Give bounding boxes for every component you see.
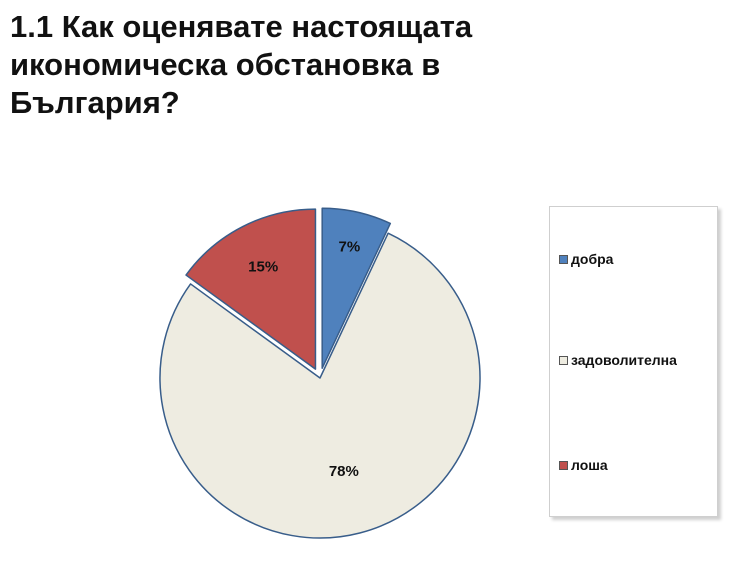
legend-item-losha: лоша xyxy=(559,457,608,473)
page-title: 1.1 Как оценявате настоящата икономическ… xyxy=(10,9,473,120)
legend-label: задоволителна xyxy=(571,352,677,368)
legend-item-zadovolitelna: задоволителна xyxy=(559,352,677,368)
pie-slice-zadovolitelna xyxy=(159,232,481,539)
pie-slice-losha xyxy=(185,208,317,370)
legend-label: добра xyxy=(571,251,614,267)
pie-labels: 7% 78% 15% xyxy=(248,238,360,480)
legend-label: лоша xyxy=(571,457,608,473)
data-label-zadovolitelna: 78% xyxy=(329,463,359,480)
legend-swatch xyxy=(559,460,568,470)
legend-swatch xyxy=(559,355,568,365)
data-label-dobra: 7% xyxy=(339,238,361,255)
chart-legend: добра задоволителна лоша xyxy=(549,206,718,517)
legend-swatch xyxy=(559,254,568,264)
legend-item-dobra: добра xyxy=(559,251,613,267)
data-label-losha: 15% xyxy=(248,258,278,275)
pie-slice-dobra xyxy=(321,207,392,369)
pie-slices xyxy=(159,207,481,539)
